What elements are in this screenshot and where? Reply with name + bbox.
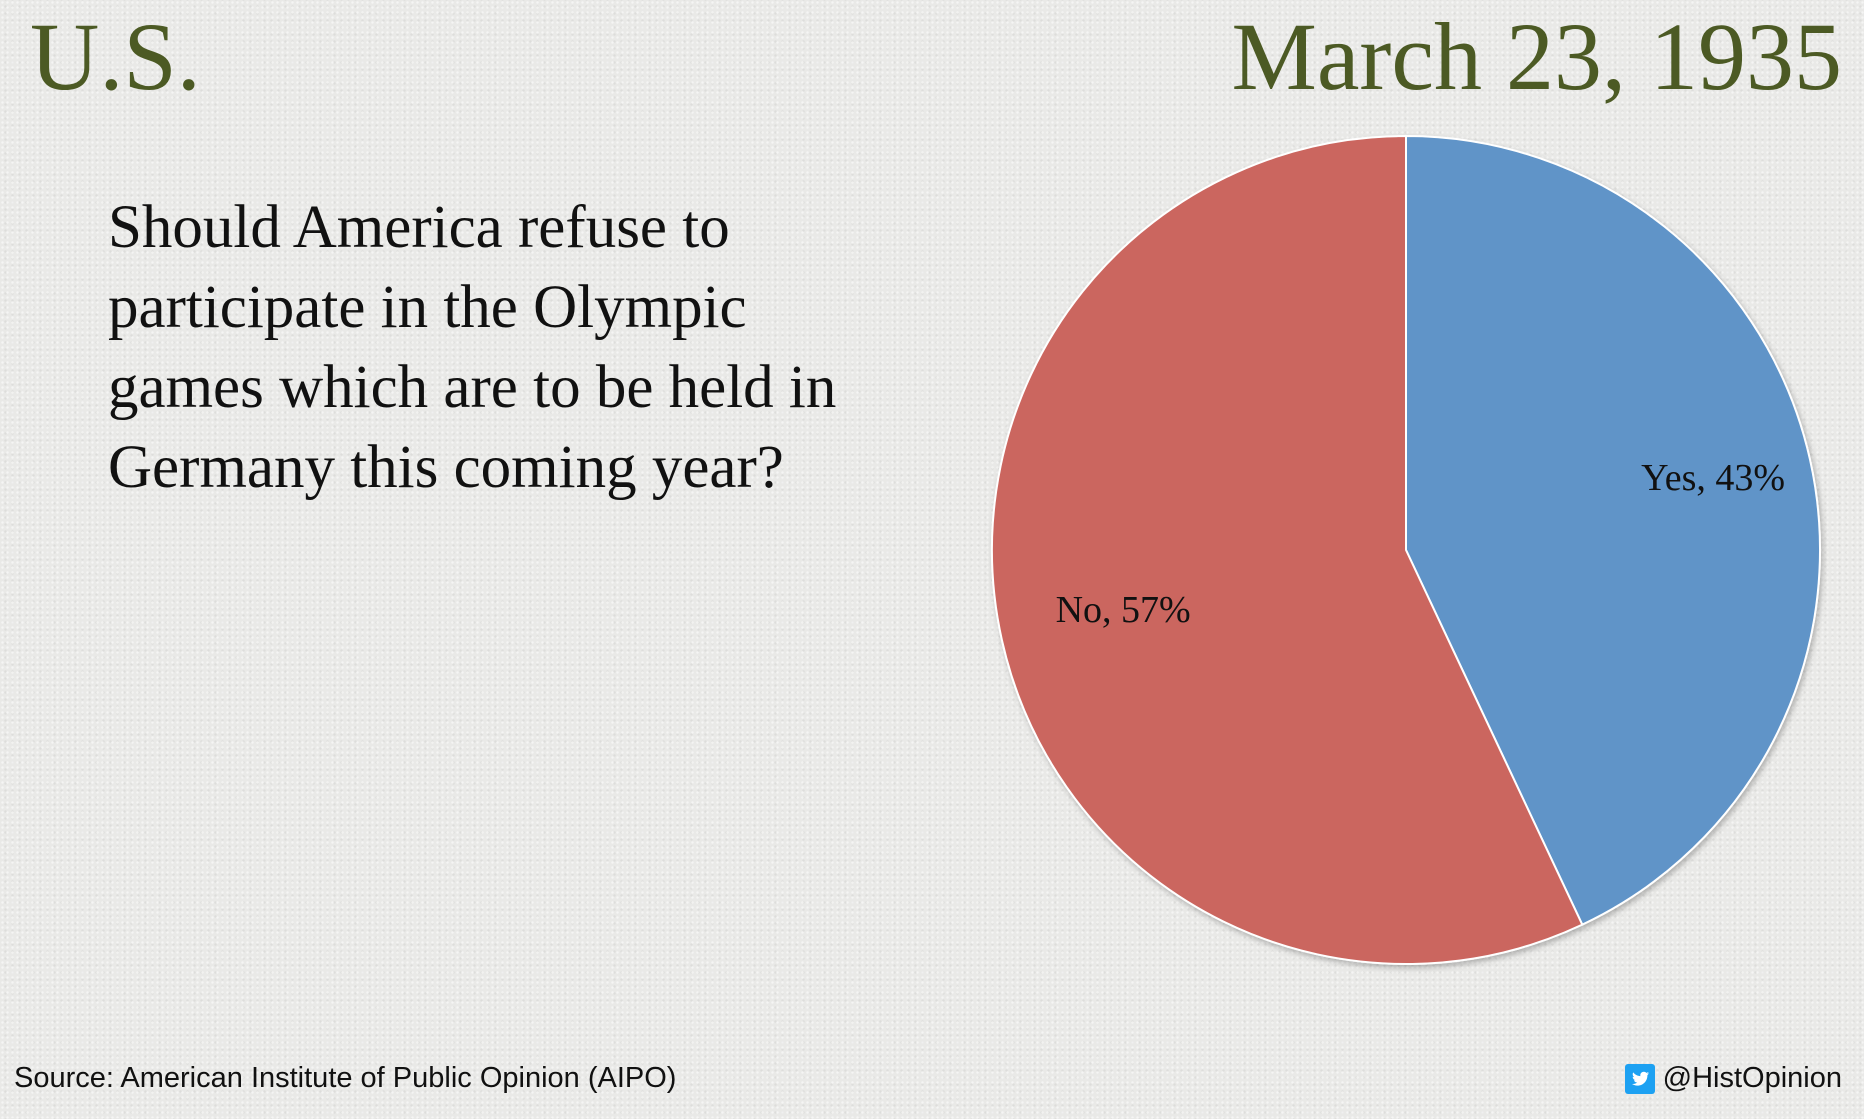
twitter-icon [1624, 1063, 1655, 1094]
country-title: U.S. [30, 3, 201, 110]
source-note: Source: American Institute of Public Opi… [14, 1062, 677, 1094]
poll-date: March 23, 1935 [1231, 3, 1842, 110]
pie-label-yes: Yes, 43% [1641, 457, 1785, 499]
poll-question: Should America refuse to participate in … [108, 194, 837, 501]
pie-slice-yes [1405, 134, 1821, 926]
pie-label-no: No, 57% [1056, 589, 1191, 631]
pie-slice-no [991, 134, 1584, 965]
twitter-handle-text[interactable]: @HistOpinion [1662, 1062, 1842, 1094]
pie-chart: Yes, 43% No, 57% [960, 110, 1840, 990]
pie-chart-svg: Yes, 43% No, 57% [991, 134, 1821, 965]
twitter-handle[interactable]: @HistOpinion [1624, 1062, 1842, 1095]
